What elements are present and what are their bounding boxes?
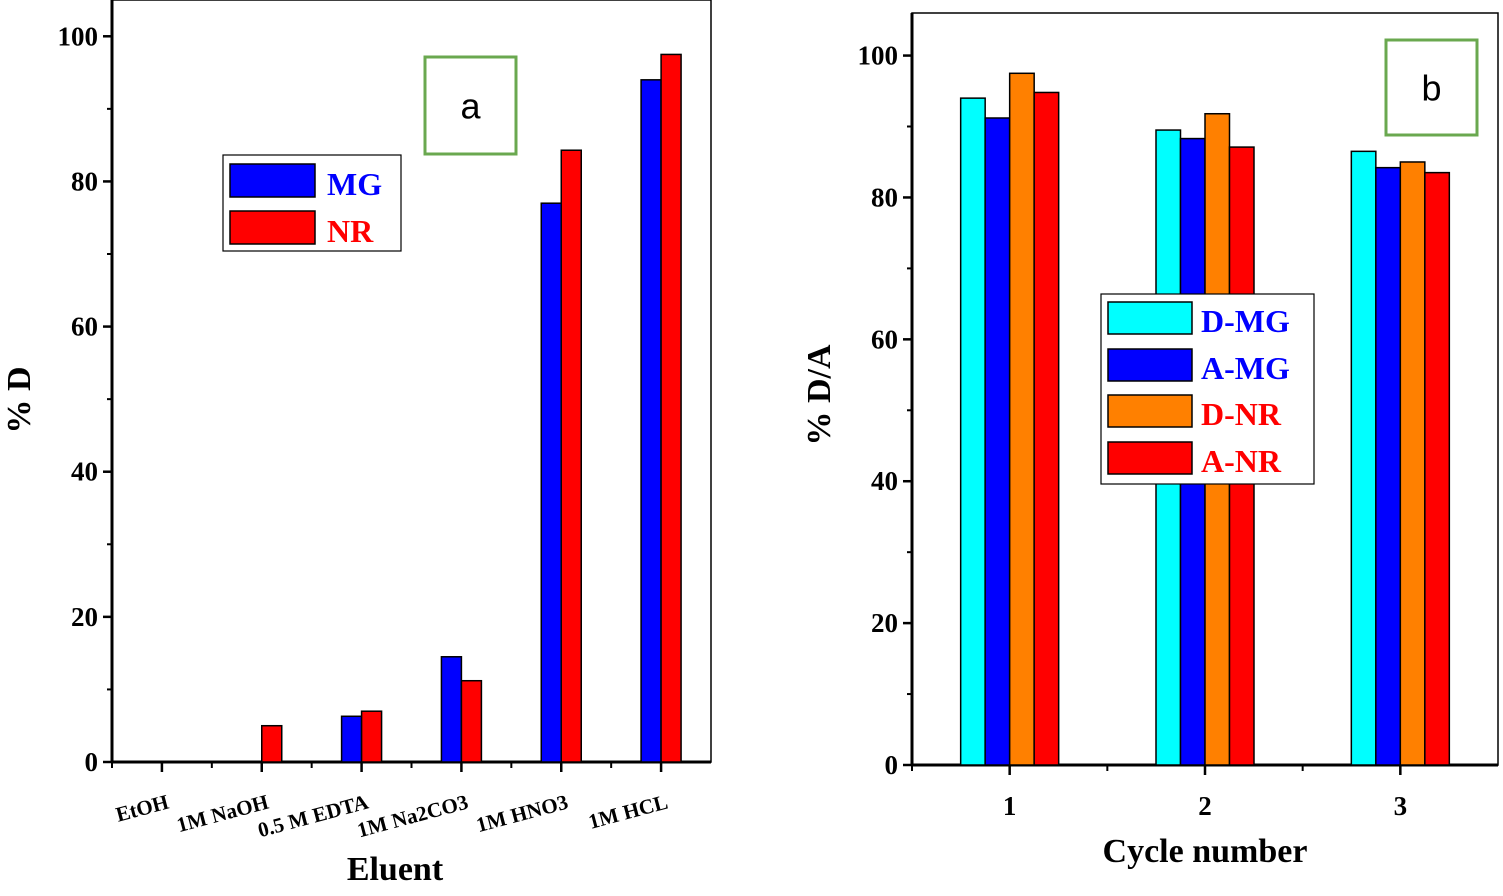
- bar-mg-3: [440, 656, 463, 763]
- x-axis-title: Eluent: [347, 851, 444, 888]
- panel-tag-box: [1384, 38, 1479, 137]
- bar-mg-2: [340, 715, 363, 763]
- x-tick-label: EtOH: [113, 790, 171, 827]
- bar-nr-5: [660, 53, 682, 763]
- y-axis-title: % D/A: [801, 344, 838, 446]
- legend-swatch-a-mg: [1107, 348, 1193, 382]
- x-tick-label: 1M HCL: [586, 790, 671, 834]
- x-tick-label: 3: [1394, 791, 1408, 821]
- legend: D-MG A-MG D-NR A-NR: [1100, 293, 1315, 485]
- bar-a-mg-0: [984, 117, 1011, 766]
- y-tick-label: 20: [71, 602, 98, 632]
- legend-label-nr: NR: [327, 213, 374, 249]
- plot-frame: [111, 0, 712, 763]
- bar-a-nr-0: [1033, 91, 1060, 766]
- bar-nr-2: [360, 710, 383, 763]
- y-tick-label: 20: [871, 608, 898, 638]
- legend: MG NR: [222, 154, 402, 252]
- y-tick-label: 60: [871, 324, 898, 354]
- x-tick-label: 1M NaOH: [174, 790, 271, 837]
- y-tick-label: 100: [858, 41, 899, 71]
- bar-nr-3: [460, 679, 483, 763]
- y-tick-label: 40: [71, 457, 98, 487]
- bar-d-nr-2: [1399, 161, 1426, 766]
- x-tick-label: 1M Na2CO3: [355, 790, 471, 843]
- y-tick-label: 80: [871, 182, 898, 212]
- bar-nr-1: [261, 724, 283, 763]
- legend-label-a-mg: A-MG: [1201, 350, 1290, 386]
- y-tick-label: 100: [58, 21, 99, 51]
- y-tick-label: 0: [85, 747, 99, 777]
- x-tick-label: 0.5 M EDTA: [255, 789, 372, 842]
- legend-swatch-d-nr: [1107, 394, 1193, 428]
- bar-d-nr-0: [1008, 72, 1035, 766]
- bar-mg-4: [540, 202, 562, 763]
- bar-mg-5: [640, 79, 662, 763]
- legend-label-d-nr: D-NR: [1201, 396, 1282, 432]
- legend-label-mg: MG: [327, 166, 382, 202]
- legend-swatch-nr: [229, 210, 316, 245]
- legend-swatch-d-mg: [1107, 301, 1193, 335]
- y-tick-label: 80: [71, 166, 98, 196]
- x-tick-label: 1M HNO3: [474, 790, 571, 837]
- bar-nr-4: [560, 149, 582, 763]
- panel-tag-label: a: [460, 86, 481, 127]
- panel-tag-label: b: [1421, 68, 1441, 109]
- y-tick-label: 60: [71, 312, 98, 342]
- legend-label-d-mg: D-MG: [1201, 303, 1290, 339]
- y-tick-label: 0: [885, 750, 899, 780]
- panel-tag-box: [423, 55, 518, 156]
- chart-panel-b: 0 20 40 60 80 100 1 2 3 % D/A Cycle number D-MG A-MG…: [801, 12, 1499, 870]
- legend-swatch-mg: [229, 163, 316, 198]
- y-axis-title: % D: [1, 366, 38, 433]
- x-axis-title: Cycle number: [1103, 833, 1308, 870]
- bar-a-nr-2: [1424, 171, 1451, 766]
- x-tick-label: 2: [1198, 791, 1212, 821]
- x-tick-label: 1: [1003, 791, 1017, 821]
- bar-a-mg-2: [1375, 166, 1402, 766]
- legend-swatch-a-nr: [1107, 441, 1193, 475]
- y-tick-label: 40: [871, 466, 898, 496]
- bar-d-mg-0: [959, 97, 986, 766]
- bar-d-mg-2: [1350, 150, 1377, 766]
- legend-label-a-nr: A-NR: [1201, 443, 1282, 479]
